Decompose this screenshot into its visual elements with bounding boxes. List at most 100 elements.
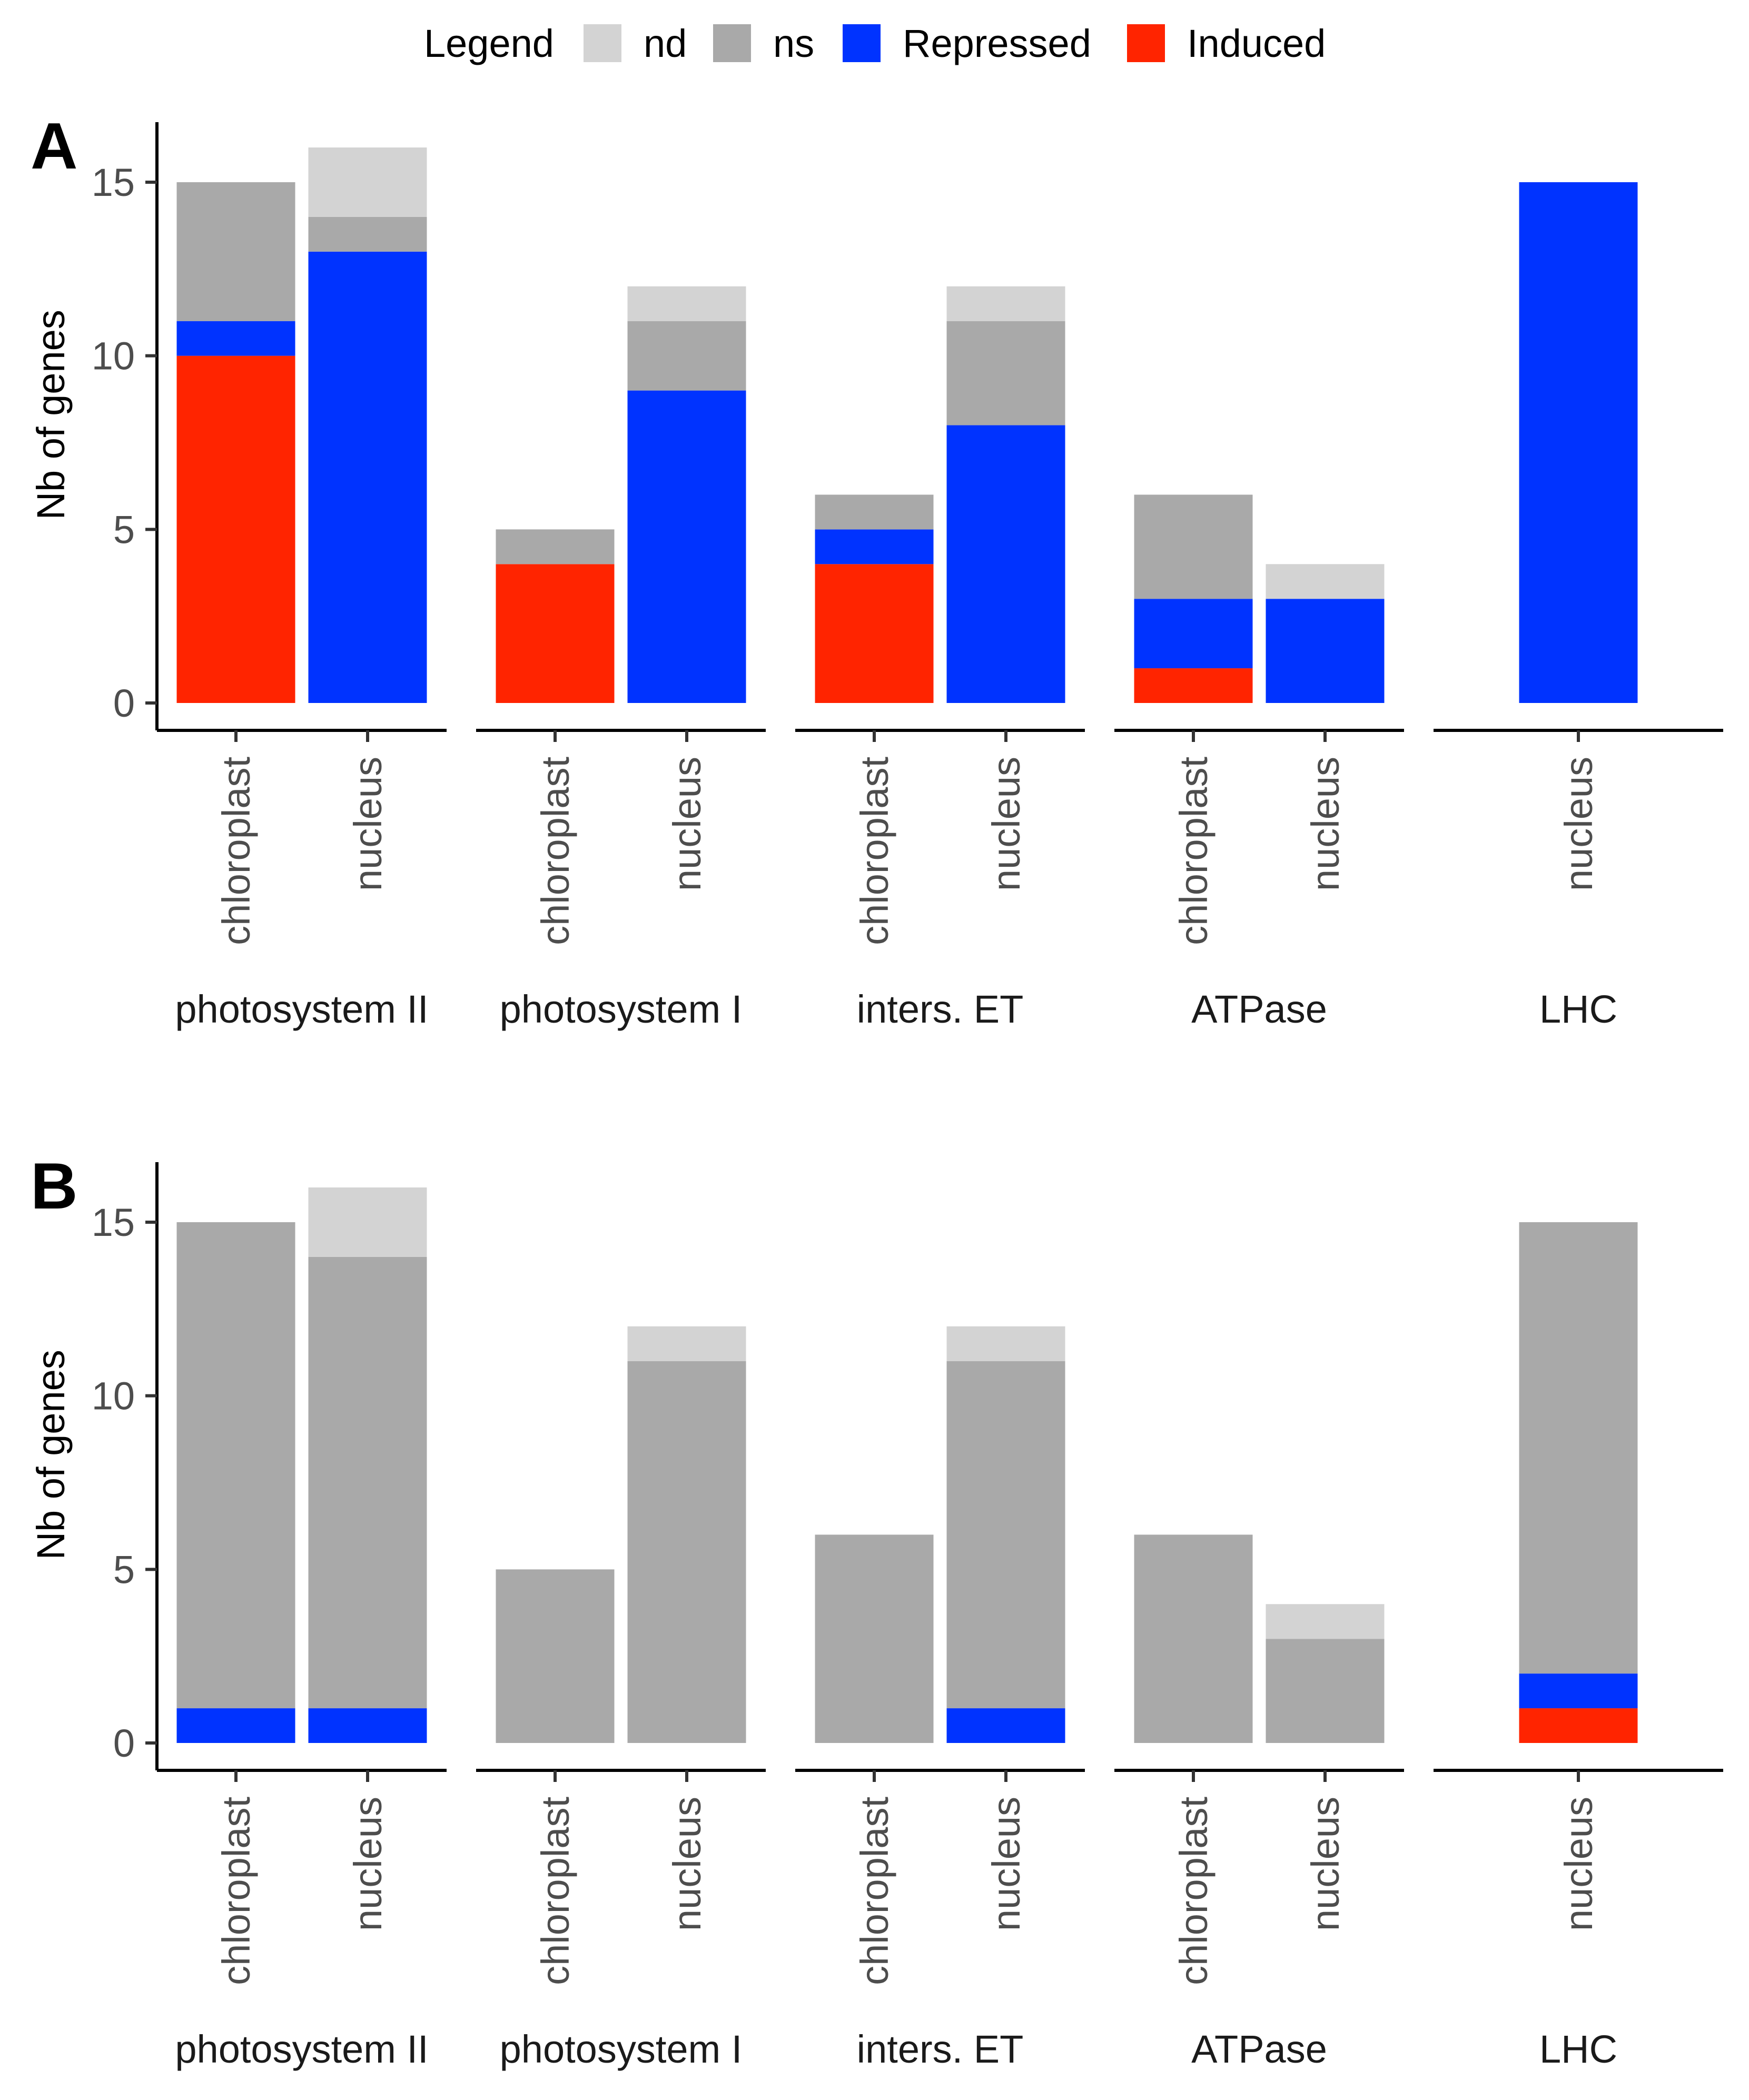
x-tick-label-chloroplast: chloroplast	[533, 757, 577, 945]
facet-atpase: chloroplast nucleus ATPase	[1114, 494, 1404, 1031]
bar-segment-inters-et-chloroplast-repressed	[815, 529, 934, 564]
bar-segment-photosystem-i-nucleus-nd	[627, 1326, 746, 1361]
bar-segment-atpase-nucleus-repressed	[1266, 599, 1385, 703]
bar-segment-photosystem-ii-nucleus-ns	[308, 1256, 427, 1709]
bar-inters-et-nucleus	[946, 286, 1065, 703]
group-label-photosystem-i: photosystem I	[500, 987, 743, 1031]
legend-label-induced: Induced	[1187, 22, 1326, 65]
legend-key-nd	[584, 24, 621, 62]
bar-segment-photosystem-i-chloroplast-ns	[496, 529, 615, 564]
bar-segment-atpase-nucleus-nd	[1266, 1604, 1385, 1639]
bar-segment-photosystem-ii-chloroplast-repressed	[176, 321, 295, 356]
x-tick-label-nucleus: nucleus	[1557, 1797, 1600, 1931]
y-axis-title: Nb of genes	[29, 310, 73, 520]
panel-a: A Nb of genes 0 5 10 15 chloroplast nucleus phot…	[29, 110, 1723, 1031]
bar-segment-photosystem-i-nucleus-nd	[627, 286, 746, 321]
facet-photosystem-ii: chloroplast nucleus photosystem II	[157, 1187, 447, 2071]
legend-title: Legend	[424, 22, 554, 65]
x-tick-label-chloroplast: chloroplast	[1172, 1797, 1216, 1985]
bar-segment-inters-et-nucleus-nd	[946, 1326, 1065, 1361]
bar-segment-photosystem-ii-nucleus-nd	[308, 1187, 427, 1257]
bar-segment-photosystem-i-nucleus-repressed	[627, 390, 746, 703]
bar-segment-lhc-nucleus-induced	[1519, 1708, 1638, 1743]
bar-segment-photosystem-ii-nucleus-ns	[308, 216, 427, 252]
y-tick-label-5: 5	[113, 1548, 135, 1591]
facet-lhc: nucleus LHC	[1434, 182, 1723, 1031]
bar-lhc-nucleus	[1519, 1222, 1638, 1743]
x-tick-label-nucleus: nucleus	[346, 757, 390, 891]
x-tick-label-chloroplast: chloroplast	[1172, 757, 1216, 945]
facet-photosystem-i: chloroplast nucleus photosystem I	[476, 1326, 766, 2071]
bar-inters-et-nucleus	[946, 1326, 1065, 1743]
bar-segment-inters-et-nucleus-repressed	[946, 425, 1065, 703]
group-label-lhc: LHC	[1539, 987, 1617, 1031]
group-label-inters-et: inters. ET	[857, 2027, 1024, 2071]
legend-label-repressed: Repressed	[903, 22, 1091, 65]
panel-b: B Nb of genes 0 5 10 15 chloroplast nucleus phot…	[29, 1150, 1723, 2071]
group-label-photosystem-ii: photosystem II	[175, 2027, 428, 2071]
x-tick-label-nucleus: nucleus	[346, 1797, 390, 1931]
y-tick-label-10: 10	[92, 1374, 135, 1418]
legend-label-ns: ns	[773, 22, 814, 65]
bar-segment-atpase-chloroplast-repressed	[1134, 599, 1253, 669]
bar-segment-inters-et-nucleus-ns	[946, 1361, 1065, 1709]
bar-photosystem-ii-nucleus	[308, 1187, 427, 1743]
x-tick-label-chloroplast: chloroplast	[533, 1797, 577, 1985]
bar-segment-photosystem-i-chloroplast-induced	[496, 564, 615, 703]
group-label-photosystem-i: photosystem I	[500, 2027, 743, 2071]
y-tick-label-15: 15	[92, 161, 135, 204]
bar-segment-atpase-chloroplast-ns	[1134, 1534, 1253, 1743]
bar-segment-atpase-chloroplast-ns	[1134, 494, 1253, 599]
bar-segment-lhc-nucleus-repressed	[1519, 1673, 1638, 1709]
bar-segment-atpase-chloroplast-induced	[1134, 668, 1253, 703]
facet-lhc: nucleus LHC	[1434, 1222, 1723, 2071]
group-label-lhc: LHC	[1539, 2027, 1617, 2071]
legend-label-nd: nd	[644, 22, 687, 65]
bar-atpase-nucleus	[1266, 1604, 1385, 1743]
bar-atpase-nucleus	[1266, 564, 1385, 703]
bar-inters-et-chloroplast	[815, 1534, 934, 1743]
x-tick-label-nucleus: nucleus	[665, 757, 709, 891]
bar-segment-inters-et-chloroplast-induced	[815, 564, 934, 703]
y-tick-label-5: 5	[113, 508, 135, 551]
x-tick-label-nucleus: nucleus	[1557, 757, 1600, 891]
bar-segment-photosystem-ii-nucleus-repressed	[308, 1708, 427, 1743]
facet-photosystem-ii: chloroplast nucleus photosystem II	[157, 147, 447, 1031]
facet-photosystem-i: chloroplast nucleus photosystem I	[476, 286, 766, 1031]
bar-segment-photosystem-i-nucleus-ns	[627, 321, 746, 391]
bar-atpase-chloroplast	[1134, 1534, 1253, 1743]
bar-segment-inters-et-nucleus-nd	[946, 286, 1065, 321]
bar-photosystem-i-chloroplast	[496, 529, 615, 703]
y-axis-title: Nb of genes	[29, 1350, 73, 1560]
x-tick-label-chloroplast: chloroplast	[853, 757, 896, 945]
bar-segment-photosystem-ii-chloroplast-ns	[176, 1222, 295, 1709]
bar-photosystem-i-chloroplast	[496, 1569, 615, 1743]
bar-photosystem-ii-chloroplast	[176, 182, 295, 703]
group-label-atpase: ATPase	[1191, 2027, 1327, 2071]
bar-segment-inters-et-chloroplast-ns	[815, 494, 934, 530]
group-label-atpase: ATPase	[1191, 987, 1327, 1031]
x-tick-label-chloroplast: chloroplast	[853, 1797, 896, 1985]
bar-segment-lhc-nucleus-ns	[1519, 1222, 1638, 1674]
x-tick-label-nucleus: nucleus	[984, 757, 1028, 891]
bar-photosystem-i-nucleus	[627, 286, 746, 703]
bar-photosystem-i-nucleus	[627, 1326, 746, 1743]
legend-key-induced	[1127, 24, 1165, 62]
bar-photosystem-ii-nucleus	[308, 147, 427, 703]
bar-segment-photosystem-ii-chloroplast-ns	[176, 182, 295, 321]
bar-segment-atpase-nucleus-ns	[1266, 1639, 1385, 1743]
facet-inters-et: chloroplast nucleus inters. ET	[795, 286, 1085, 1031]
bar-segment-inters-et-chloroplast-ns	[815, 1534, 934, 1743]
group-label-photosystem-ii: photosystem II	[175, 987, 428, 1031]
bar-segment-atpase-nucleus-nd	[1266, 564, 1385, 599]
facet-atpase: chloroplast nucleus ATPase	[1114, 1534, 1404, 2071]
y-tick-label-0: 0	[113, 1721, 135, 1765]
legend-key-ns	[713, 24, 751, 62]
y-tick-label-0: 0	[113, 681, 135, 725]
y-tick-label-10: 10	[92, 334, 135, 378]
bar-segment-lhc-nucleus-repressed	[1519, 182, 1638, 703]
legend-key-repressed	[843, 24, 881, 62]
panels: A Nb of genes 0 5 10 15 chloroplast nucleus phot…	[29, 110, 1723, 2071]
group-label-inters-et: inters. ET	[857, 987, 1024, 1031]
